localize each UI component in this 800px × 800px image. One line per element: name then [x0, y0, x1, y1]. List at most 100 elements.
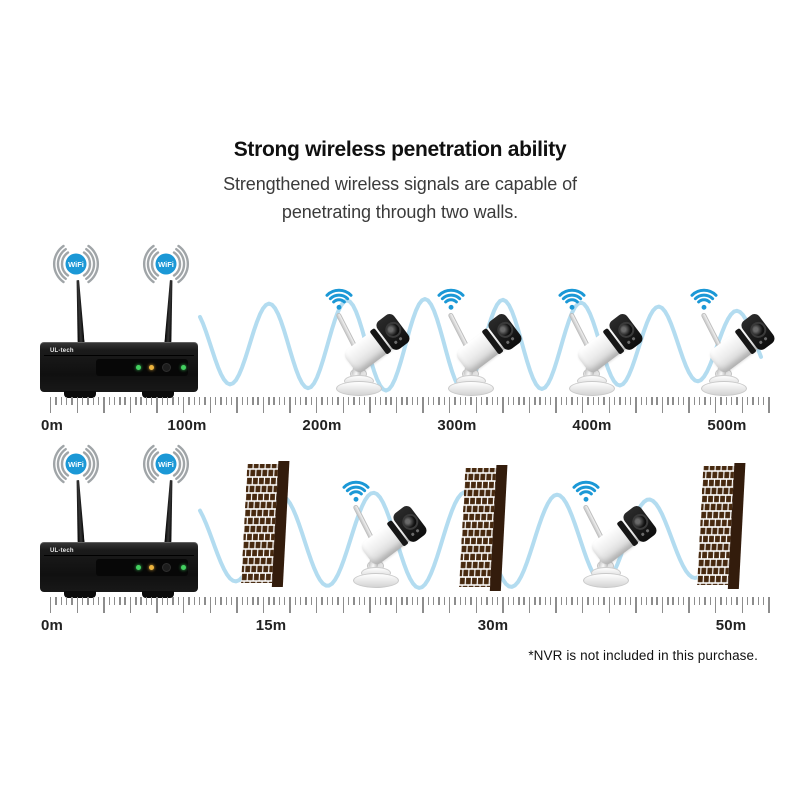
ruler-tick: [119, 397, 121, 405]
ruler-tick: [236, 397, 238, 413]
ruler-tick: [316, 397, 318, 413]
camera-ir-led: [758, 340, 763, 345]
ruler-tick: [417, 597, 419, 605]
ruler-tick: [683, 397, 685, 405]
ruler-tick: [704, 597, 706, 605]
ruler-tick: [188, 597, 190, 605]
wifi-signal-icon: [342, 480, 370, 502]
ruler-tick: [768, 397, 770, 413]
ruler-tick: [475, 597, 477, 613]
ruler-tick: [619, 397, 621, 405]
ruler-tick: [113, 397, 116, 405]
ruler-tick: [512, 597, 515, 605]
ruler-tick: [433, 397, 435, 405]
ruler-tick: [560, 597, 563, 605]
ruler-label: 0m: [40, 417, 64, 434]
ruler-tick: [651, 397, 653, 405]
ruler-tick: [518, 597, 520, 605]
ruler-tick: [422, 597, 424, 613]
ruler-tick: [342, 597, 344, 613]
camera-ir-led: [393, 340, 398, 345]
ruler-tick: [539, 597, 541, 605]
ruler-tick: [592, 597, 595, 605]
camera-body: [589, 503, 659, 567]
ruler-tick: [502, 597, 504, 613]
ruler-tick: [161, 397, 164, 405]
ruler-tick: [60, 597, 63, 605]
status-led-green: [181, 365, 186, 370]
ruler-tick: [571, 597, 573, 605]
ruler-tick: [656, 597, 658, 605]
ruler-tick: [145, 397, 148, 405]
ruler-tick: [87, 397, 89, 405]
camera-base: [701, 381, 747, 396]
ruler-tick: [246, 597, 249, 605]
ruler-tick: [129, 397, 132, 413]
ruler-tick: [635, 397, 637, 413]
ruler-tick: [661, 597, 664, 613]
wifi-badge: WiFi: [143, 444, 189, 484]
ruler-tick: [198, 597, 201, 605]
wifi-badge-label: WiFi: [158, 260, 174, 269]
ruler-tick: [177, 597, 180, 605]
ruler-tick: [209, 597, 211, 613]
ruler-tick: [193, 597, 196, 605]
ruler-tick: [443, 397, 446, 405]
brick-wall-graphic: [241, 461, 290, 587]
ruler-tick: [693, 597, 696, 605]
ruler-tick: [273, 597, 275, 605]
ruler-tick: [523, 597, 525, 605]
ruler-tick: [582, 397, 584, 413]
ruler-label: 500m: [707, 417, 747, 434]
ruler-tick: [347, 397, 350, 405]
camera-ir-led: [415, 528, 419, 533]
ruler-tick: [454, 597, 456, 605]
ruler-tick: [475, 397, 477, 413]
ruler-tick: [613, 597, 616, 605]
ruler-tick: [289, 397, 291, 413]
ruler-tick: [406, 397, 408, 405]
camera-base: [583, 573, 629, 588]
ruler-tick: [603, 397, 605, 405]
status-led-amber: [149, 365, 154, 370]
camera-ir-led: [640, 532, 645, 537]
ruler-tick: [172, 397, 174, 405]
ruler-tick: [582, 597, 584, 613]
ruler-tick: [177, 397, 180, 405]
nvr-foot: [64, 391, 96, 398]
ruler-label: 400m: [572, 417, 612, 434]
camera-base: [336, 381, 382, 396]
camera-body: [342, 311, 412, 375]
ruler-tick: [252, 397, 254, 405]
ruler-tick: [156, 597, 158, 613]
camera-ir-led: [510, 336, 514, 341]
ruler-tick: [257, 397, 259, 405]
nvr-body: UL-tech: [40, 342, 198, 392]
wifi-signal-icon: [558, 288, 586, 310]
camera-ir-led: [631, 336, 635, 341]
ruler-label: 200m: [302, 417, 342, 434]
ruler-tick: [214, 597, 217, 605]
ruler-tick: [603, 597, 605, 605]
wifi-badge: WiFi: [53, 444, 99, 484]
ruler-tick: [230, 397, 233, 405]
ruler-tick: [560, 397, 563, 405]
ruler-tick: [76, 397, 78, 413]
ruler-tick: [97, 397, 100, 405]
ruler-label: 15m: [255, 617, 287, 634]
ruler-tick: [220, 397, 222, 405]
ruler-tick: [709, 397, 712, 405]
ruler-tick: [459, 397, 462, 405]
ruler-tick: [566, 597, 568, 605]
status-led-amber: [149, 565, 154, 570]
ruler-tick: [709, 597, 712, 605]
camera-ir-led: [410, 532, 415, 537]
ruler-tick: [464, 397, 467, 405]
ruler-label: 50m: [715, 617, 747, 634]
wireless-camera: [337, 474, 433, 590]
ruler-tick: [374, 397, 376, 405]
ruler-tick: [209, 397, 211, 413]
ruler-tick: [129, 597, 132, 613]
ruler-tick: [300, 597, 302, 605]
ruler-tick: [225, 597, 227, 605]
